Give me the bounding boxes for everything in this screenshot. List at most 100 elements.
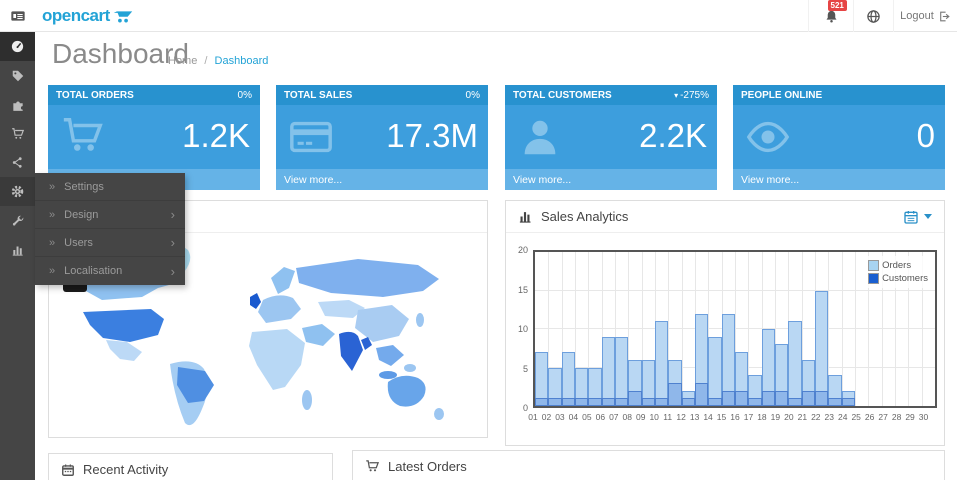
bar-chart-icon (11, 243, 25, 257)
chart-legend: Orders Customers (865, 256, 931, 288)
panel-title: Recent Activity (83, 462, 169, 477)
double-angle-icon: » (49, 208, 56, 221)
caret-down-icon (924, 214, 932, 219)
trend-down-icon: ▾ (674, 90, 679, 100)
tile-total-sales: TOTAL SALES 0% 17.3M View more... (276, 85, 488, 190)
flyout-item-settings[interactable]: » Settings (35, 173, 185, 201)
tile-people-online: PEOPLE ONLINE 0 View more... (733, 85, 945, 190)
view-more-link[interactable]: View more... (505, 169, 717, 190)
sidebar-item-catalog[interactable] (0, 61, 35, 90)
globe-icon (866, 9, 881, 24)
tile-header: TOTAL CUSTOMERS ▾ -275% (505, 85, 717, 105)
sidebar-item-extensions[interactable] (0, 90, 35, 119)
flyout-item-label: Users (64, 236, 93, 249)
world-map-panel-header (49, 201, 487, 233)
panel-title: Latest Orders (388, 459, 467, 474)
tile-value: 2.2K (639, 117, 707, 154)
legend-item-orders: Orders (868, 260, 928, 271)
tile-label: TOTAL ORDERS (56, 89, 134, 101)
flyout-item-localisation[interactable]: » Localisation › (35, 257, 185, 285)
calendar-icon (61, 463, 75, 477)
tile-value: 1.2K (182, 117, 250, 154)
tile-body: 2.2K (505, 105, 717, 169)
legend-swatch-customers (868, 273, 880, 284)
eye-icon (745, 114, 791, 160)
sidebar-item-sales[interactable] (0, 119, 35, 148)
tile-header: PEOPLE ONLINE (733, 85, 945, 105)
tile-body: 1.2K (48, 105, 260, 169)
chevron-right-icon: › (170, 263, 175, 279)
cart-icon (60, 114, 106, 160)
storefront-button[interactable] (853, 0, 893, 32)
cart-icon (365, 459, 380, 474)
latest-orders-header: Latest Orders (353, 451, 944, 480)
page-header: Dashboard Home / Dashboard (35, 32, 957, 85)
menu-toggle-button[interactable] (0, 0, 35, 32)
system-flyout-menu: » Settings » Design › » Users › » Locali… (35, 173, 185, 285)
logout-label: Logout (900, 10, 934, 22)
sidebar-item-dashboard[interactable] (0, 32, 35, 61)
latest-orders-panel: Latest Orders (352, 450, 945, 480)
sales-chart-xaxis: 01 02 03 04 05 06 07 08 09 10 11 12 13 14 15 16 17 18 19 20… (528, 412, 929, 422)
chevron-right-icon: › (170, 235, 175, 250)
recent-activity-header: Recent Activity (49, 454, 332, 480)
view-more-link[interactable]: View more... (733, 169, 945, 190)
opencart-logo-text: opencart (42, 6, 110, 25)
tile-label: TOTAL CUSTOMERS (513, 89, 612, 101)
tile-percent-value: -275% (680, 89, 709, 101)
chart-range-button[interactable] (903, 209, 932, 225)
page-title: Dashboard (52, 38, 189, 69)
flyout-item-label: Design (64, 208, 99, 221)
tile-value: 0 (916, 117, 935, 154)
tile-percent: 0% (465, 89, 480, 101)
sidebar-item-reports[interactable] (0, 235, 35, 264)
sales-analytics-header: Sales Analytics (506, 201, 944, 233)
sign-out-icon (938, 10, 951, 23)
breadcrumb-current[interactable]: Dashboard (214, 55, 269, 67)
tile-percent: ▾ -275% (674, 90, 709, 101)
wrench-icon (11, 214, 25, 228)
breadcrumb-home[interactable]: Home (168, 55, 198, 67)
legend-label: Customers (882, 273, 928, 284)
sidebar-nav (0, 32, 35, 480)
sales-chart-plot[interactable]: Orders Customers (533, 250, 937, 408)
tag-icon (11, 69, 25, 83)
tile-total-customers: TOTAL CUSTOMERS ▾ -275% 2.2K View more..… (505, 85, 717, 190)
opencart-cart-icon (113, 9, 133, 23)
tile-header: TOTAL SALES 0% (276, 85, 488, 105)
tile-label: TOTAL SALES (284, 89, 353, 101)
legend-swatch-orders (868, 260, 880, 271)
panel-title: Sales Analytics (541, 209, 629, 224)
breadcrumb-separator: / (204, 55, 208, 67)
tile-body: 0 (733, 105, 945, 169)
top-bar: opencart 521 Logout (0, 0, 957, 32)
flyout-item-label: Localisation (64, 265, 123, 277)
cart-icon (11, 127, 25, 141)
flyout-item-design[interactable]: » Design › (35, 201, 185, 229)
bell-icon: 521 (824, 0, 847, 24)
sales-chart-yaxis: 0 5 10 15 20 (517, 245, 528, 413)
tile-label: PEOPLE ONLINE (741, 89, 823, 101)
sidebar-item-marketing[interactable] (0, 148, 35, 177)
notification-badge: 521 (827, 0, 847, 12)
flyout-item-label: Settings (64, 180, 104, 193)
double-angle-icon: » (49, 180, 56, 193)
opencart-logo[interactable]: opencart (42, 0, 133, 32)
person-icon (517, 114, 563, 160)
share-icon (11, 156, 24, 169)
flyout-item-users[interactable]: » Users › (35, 229, 185, 257)
notifications-button[interactable]: 521 (808, 0, 853, 32)
logout-button[interactable]: Logout (893, 0, 957, 32)
tile-header: TOTAL ORDERS 0% (48, 85, 260, 105)
sidebar-item-tools[interactable] (0, 206, 35, 235)
double-angle-icon: » (49, 236, 56, 249)
calendar-icon (903, 209, 919, 225)
gear-icon (10, 184, 25, 199)
dashboard-gauge-icon (10, 39, 25, 54)
tile-value: 17.3M (386, 117, 478, 154)
view-more-link[interactable]: View more... (276, 169, 488, 190)
sales-analytics-panel: Sales Analytics 0 5 10 15 20 Orders Customer… (505, 200, 945, 446)
tile-body: 17.3M (276, 105, 488, 169)
sidebar-item-system[interactable] (0, 177, 35, 206)
legend-item-customers: Customers (868, 273, 928, 284)
